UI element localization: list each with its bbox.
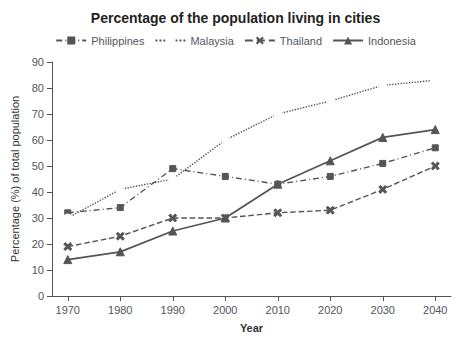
svg-text:80: 80 (32, 82, 44, 94)
svg-text:90: 90 (32, 56, 44, 68)
svg-text:Year: Year (240, 322, 264, 334)
svg-text:50: 50 (32, 160, 44, 172)
svg-text:1980: 1980 (108, 304, 132, 316)
svg-text:1990: 1990 (161, 304, 185, 316)
svg-text:Malaysia: Malaysia (190, 35, 234, 47)
svg-text:Percentage (%) of total popula: Percentage (%) of total population (9, 96, 21, 262)
svg-text:40: 40 (32, 186, 44, 198)
svg-text:2030: 2030 (371, 304, 395, 316)
svg-text:2020: 2020 (318, 304, 342, 316)
svg-text:70: 70 (32, 108, 44, 120)
svg-text:Thailand: Thailand (280, 35, 322, 47)
svg-text:20: 20 (32, 238, 44, 250)
svg-text:Philippines: Philippines (91, 35, 145, 47)
svg-text:60: 60 (32, 134, 44, 146)
svg-text:0: 0 (38, 290, 44, 302)
svg-text:10: 10 (32, 264, 44, 276)
svg-text:Percentage of the population l: Percentage of the population living in c… (91, 10, 381, 26)
svg-text:2000: 2000 (213, 304, 237, 316)
svg-text:30: 30 (32, 212, 44, 224)
svg-text:2040: 2040 (423, 304, 447, 316)
svg-text:2010: 2010 (266, 304, 290, 316)
svg-text:1970: 1970 (56, 304, 80, 316)
svg-text:Indonesia: Indonesia (368, 35, 417, 47)
